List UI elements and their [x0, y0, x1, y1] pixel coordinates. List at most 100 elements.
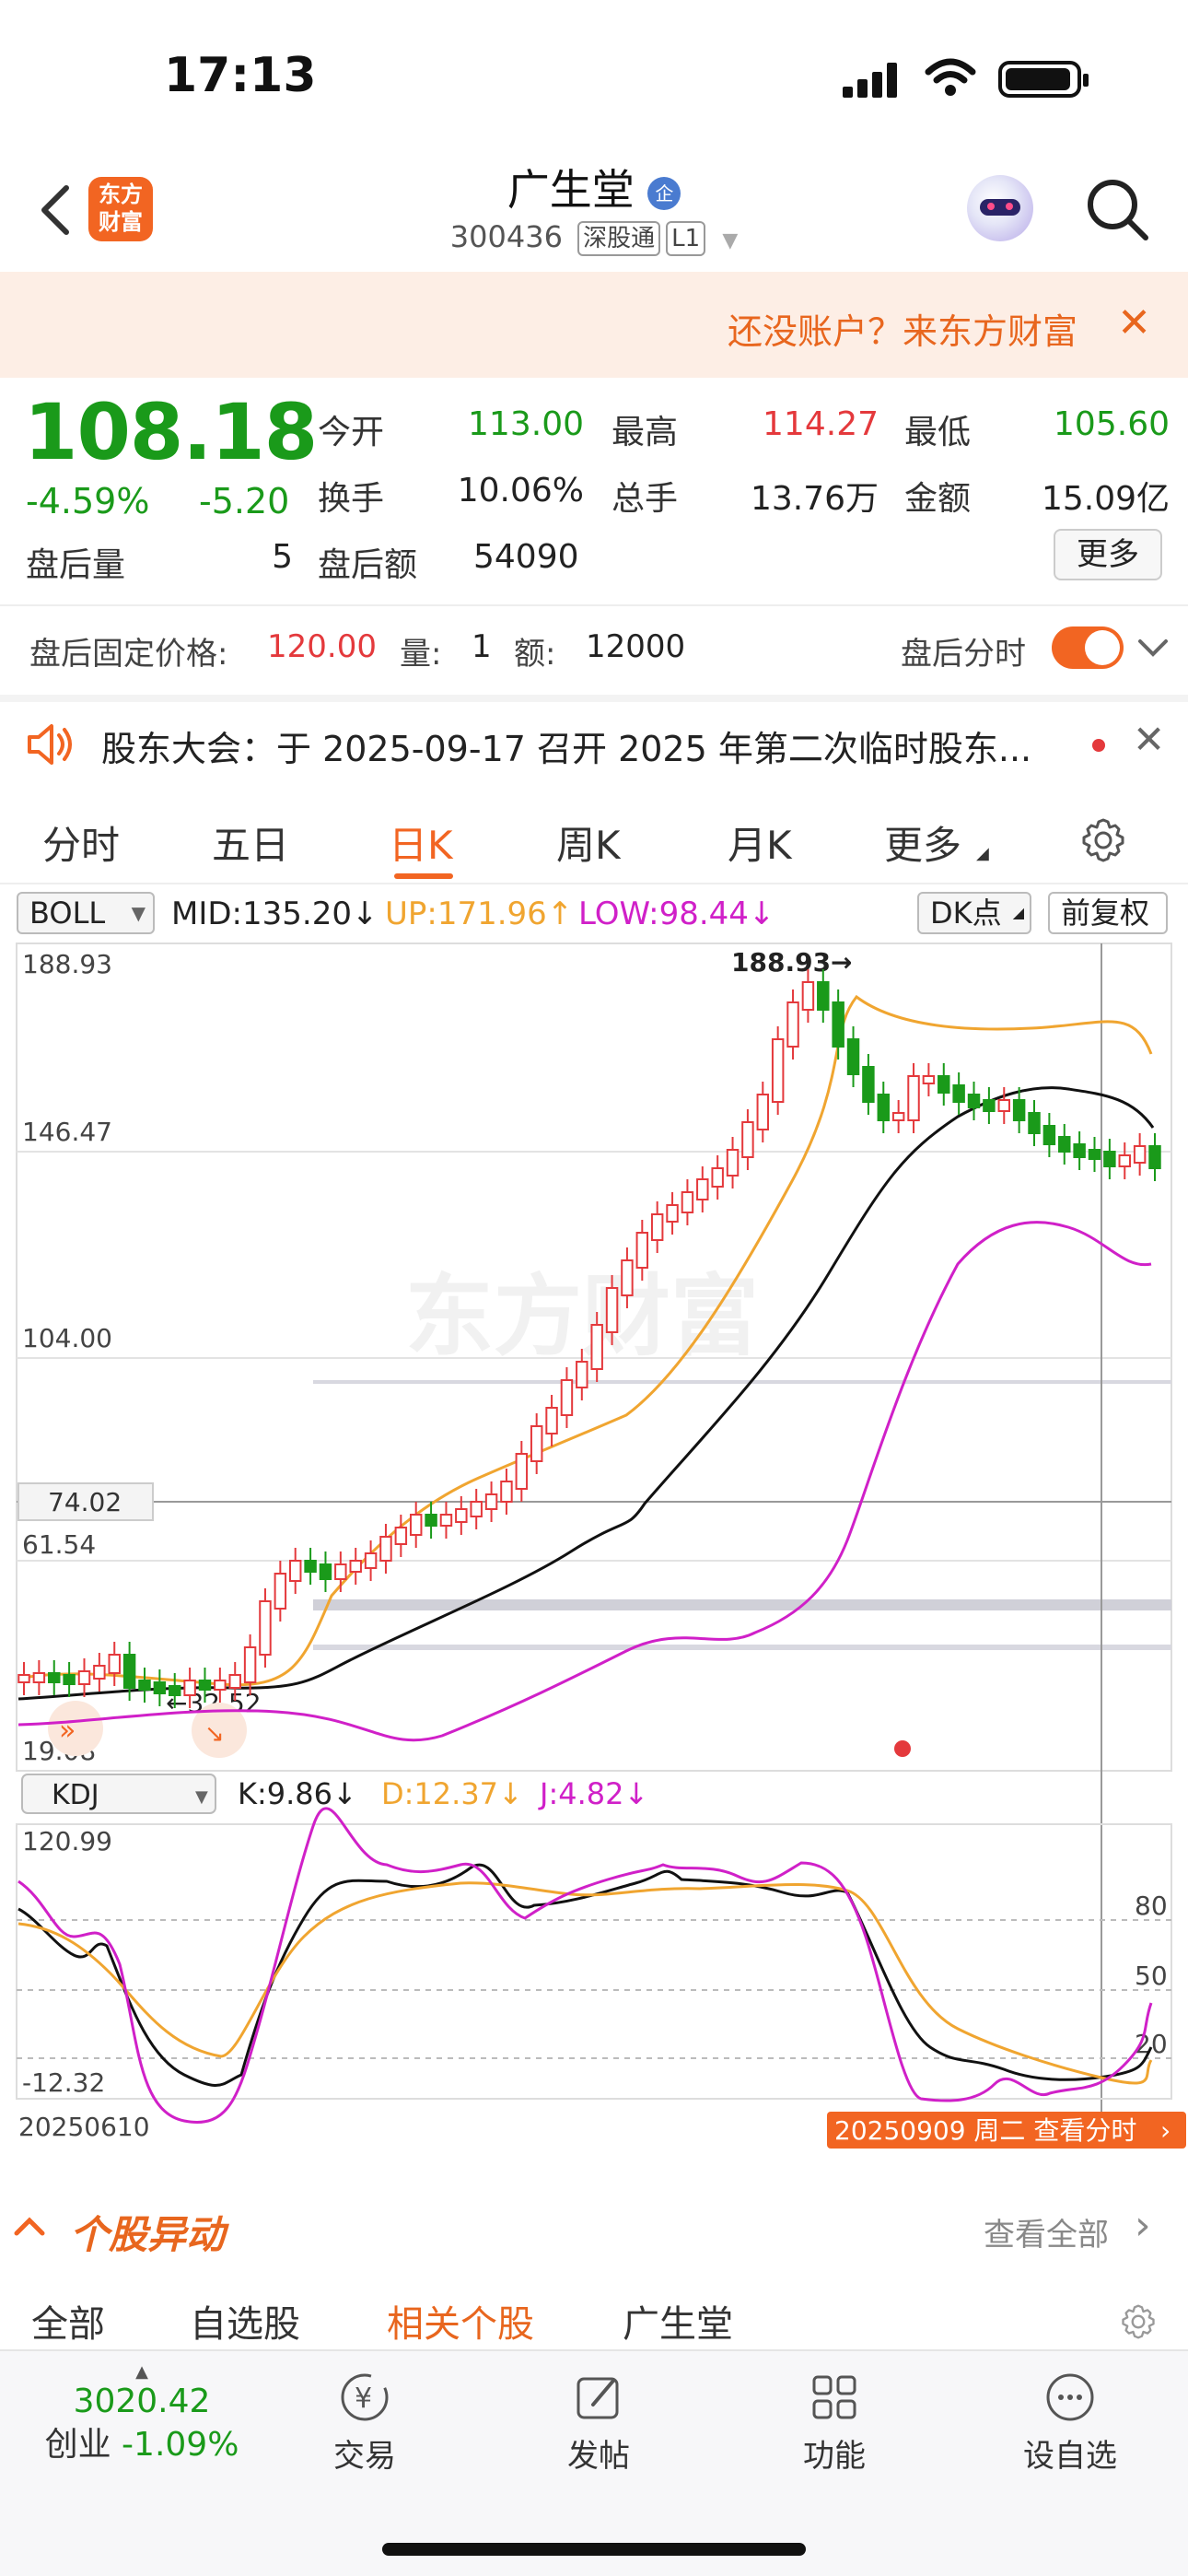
kdj-d-line — [17, 1881, 1153, 2085]
candle-body — [515, 1453, 529, 1490]
stock-subtitle[interactable]: 300436 深股通 L1 ▼ — [0, 219, 1188, 256]
candle-body — [48, 1672, 61, 1683]
boll-mid-line — [17, 1086, 1155, 1701]
index-change: -1.09% — [122, 2426, 239, 2464]
stock-code: 300436 — [449, 219, 563, 254]
adjust-button[interactable]: 前复权 — [1048, 892, 1168, 934]
alert-tab-stock[interactable]: 广生堂 — [623, 2303, 733, 2346]
more-quote-button[interactable]: 更多 — [1054, 529, 1162, 580]
candle-body — [771, 1038, 785, 1103]
candle-body — [409, 1514, 423, 1536]
after-hours-intraday-label: 盘后分时 — [901, 636, 1026, 673]
back-icon[interactable] — [37, 182, 74, 238]
boll-up-line — [17, 994, 1153, 1687]
candle-body — [214, 1680, 227, 1691]
account-promo-banner[interactable]: 还没账户？来东方财富 ✕ — [0, 272, 1188, 378]
nav-functions[interactable]: 功能 — [761, 2370, 908, 2476]
edit-icon — [577, 2377, 619, 2419]
candle-body — [484, 1493, 498, 1510]
candle-body — [439, 1514, 453, 1527]
dk-point-button[interactable]: DK点 ◢ — [917, 892, 1031, 934]
candle-body — [1148, 1145, 1161, 1169]
candle-body — [907, 1075, 920, 1121]
max-price-marker: 188.93→ — [731, 947, 853, 978]
after-hours-fixed-price-row: 盘后固定价格: 120.00 量: 1 额: 12000 盘后分时 — [0, 608, 1188, 691]
promo-text[interactable]: 还没账户？来东方财富 — [727, 311, 1077, 352]
candle-body — [1042, 1125, 1056, 1145]
candle-body — [938, 1075, 950, 1094]
candle-body — [304, 1560, 317, 1573]
candle-body — [1103, 1151, 1116, 1167]
dropdown-caret-icon: ▼ — [722, 229, 739, 252]
svg-text:»: » — [59, 1715, 76, 1747]
shareholder-notice[interactable]: 股东大会：于 2025-09-17 召开 2025 年第二次临时股东... ✕ — [0, 698, 1188, 790]
open-label: 今开 — [318, 414, 385, 451]
chevron-up-icon[interactable] — [13, 2213, 46, 2239]
fast-backward-icon[interactable] — [48, 1701, 103, 1756]
kdj-k-line — [17, 1863, 1153, 2088]
candle-body — [1012, 1099, 1026, 1121]
nav-add-watchlist[interactable]: 设自选 — [996, 2370, 1144, 2476]
boll-mid: MID:135.20↓ — [171, 896, 379, 932]
tab-daily-k[interactable]: 日K — [389, 823, 453, 868]
status-time: 17:13 — [164, 48, 317, 103]
chevron-right-icon[interactable]: › — [1135, 2202, 1151, 2249]
tab-weekly-k[interactable]: 周K — [556, 823, 621, 868]
index-ticker[interactable]: ▲ 3020.42 创业 -1.09% — [31, 2362, 252, 2468]
candle-body — [77, 1670, 91, 1685]
tab-five-day[interactable]: 五日 — [212, 823, 290, 868]
home-indicator — [382, 2543, 806, 2556]
search-icon[interactable] — [1083, 175, 1151, 243]
candle-body — [801, 981, 815, 1011]
candle-body — [198, 1680, 212, 1691]
candle-body — [379, 1536, 392, 1562]
app-logo[interactable]: 东方财富 — [88, 177, 153, 241]
alert-tab-watchlist[interactable]: 自选股 — [190, 2303, 300, 2346]
kline-chart[interactable]: 东方财富 188.93 146.47 104.00 74.02 61.54 19… — [0, 942, 1188, 2181]
tab-monthly-k[interactable]: 月K — [728, 823, 792, 868]
candle-body — [605, 1287, 619, 1333]
candle-body — [425, 1514, 437, 1527]
nav-post[interactable]: 发帖 — [525, 2370, 672, 2476]
view-all-link[interactable]: 查看全部 — [984, 2217, 1109, 2254]
candle-body — [846, 1038, 860, 1075]
price-axis-mid2: 104.00 — [22, 1323, 112, 1353]
expand-icon[interactable] — [192, 1703, 247, 1758]
candle-body — [696, 1178, 709, 1200]
candle-body — [741, 1121, 754, 1158]
view-intraday-button[interactable] — [827, 2112, 1186, 2149]
kdj-start-date: 20250610 — [18, 2112, 150, 2142]
after-hours-toggle[interactable] — [1052, 626, 1124, 669]
alert-tab-all[interactable]: 全部 — [31, 2303, 105, 2346]
alert-tab-related[interactable]: 相关个股 — [387, 2303, 534, 2346]
open-value: 113.00 — [468, 405, 584, 443]
tab-intraday[interactable]: 分时 — [42, 823, 121, 868]
chevron-down-icon[interactable] — [1136, 636, 1170, 662]
candle-body — [832, 1001, 844, 1048]
robot-assistant-icon[interactable] — [967, 175, 1033, 241]
alert-tabs: 全部 自选股 相关个股 广生堂 — [0, 2285, 1188, 2349]
close-icon[interactable]: ✕ — [1133, 717, 1166, 762]
after-amount-value: 54090 — [473, 538, 579, 576]
candle-body — [891, 1112, 905, 1121]
kdj-end-date: 20250909 周二 查看分时 — [834, 2115, 1136, 2146]
nav-trade[interactable]: ¥ 交易 — [291, 2370, 438, 2476]
kdj-selector[interactable] — [21, 1774, 216, 1814]
close-icon[interactable]: ✕ — [1117, 299, 1151, 346]
fixed-price-value: 120.00 — [267, 628, 377, 665]
candle-body — [1073, 1143, 1086, 1158]
gear-icon[interactable] — [1077, 814, 1129, 866]
boll-indicator-bar: BOLL ▼ MID:135.20↓ UP:171.96↑ LOW:98.44↓ … — [0, 886, 1188, 942]
stock-alert-title: 个股异动 — [70, 2212, 226, 2257]
candle-body — [635, 1232, 649, 1269]
active-tab-underline — [394, 873, 453, 879]
turnover-label: 换手 — [318, 480, 385, 518]
kdj-ref-50: 50 — [1135, 1961, 1168, 1991]
grid-icon — [812, 2375, 856, 2419]
stock-name: 广生堂 — [507, 165, 635, 215]
after-amount-label: 盘后额 — [318, 546, 418, 584]
indicator-selector[interactable]: BOLL ▼ — [17, 892, 155, 934]
candle-body — [590, 1324, 603, 1370]
tab-more[interactable]: 更多 — [884, 823, 962, 868]
gear-icon[interactable] — [1118, 2301, 1159, 2342]
